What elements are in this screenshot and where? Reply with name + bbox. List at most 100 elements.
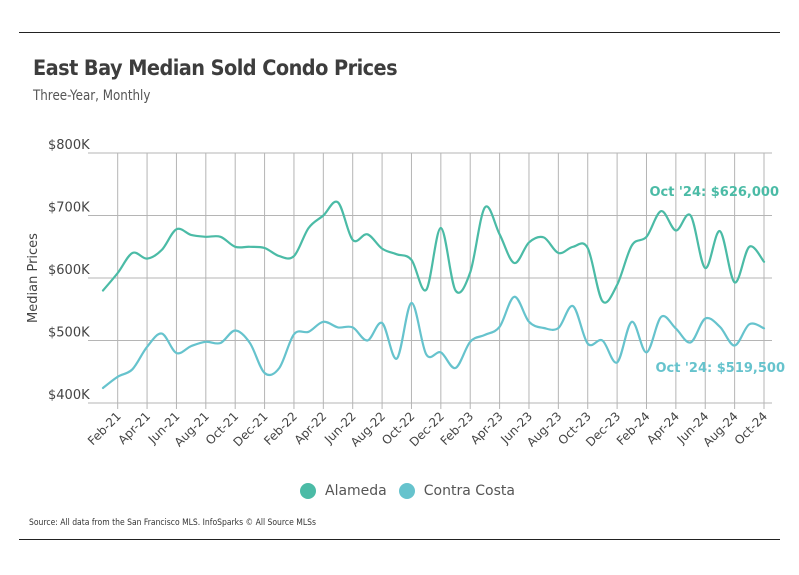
data-point-alameda [262, 245, 268, 251]
legend-item-contra-costa[interactable]: Contra Costa [398, 483, 515, 499]
data-point-contra-costa [335, 324, 341, 330]
data-point-contra-costa [688, 339, 694, 345]
data-point-alameda [570, 244, 576, 250]
data-point-contra-costa [115, 374, 121, 380]
data-point-alameda [350, 237, 356, 243]
data-point-alameda [320, 213, 326, 219]
x-tick-label: Apr-23 [468, 409, 506, 447]
data-point-alameda [526, 239, 532, 245]
data-point-contra-costa [570, 303, 576, 309]
data-point-alameda [173, 226, 179, 232]
data-point-contra-costa [364, 338, 370, 344]
data-point-alameda [555, 250, 561, 256]
data-point-contra-costa [394, 356, 400, 362]
data-point-contra-costa [585, 341, 591, 347]
data-point-alameda [732, 279, 738, 285]
data-point-contra-costa [526, 319, 532, 325]
data-point-contra-costa [746, 321, 752, 327]
data-point-contra-costa [614, 359, 620, 365]
legend: Alameda Contra Costa [300, 483, 519, 499]
data-point-contra-costa [629, 319, 635, 325]
data-point-contra-costa [291, 331, 297, 337]
data-point-alameda [629, 243, 635, 249]
data-point-contra-costa [467, 339, 473, 345]
chart-subtitle: Three-Year, Monthly [33, 88, 151, 104]
data-point-alameda [100, 288, 106, 294]
data-point-contra-costa [247, 340, 253, 346]
data-point-contra-costa [511, 294, 517, 300]
y-axis-ticks: $800K $700K $600K $500K $400K [48, 138, 90, 403]
data-point-alameda [614, 282, 620, 288]
data-point-contra-costa [276, 365, 282, 371]
data-point-alameda [379, 246, 385, 252]
data-point-contra-costa [100, 385, 106, 391]
data-point-contra-costa [188, 343, 194, 349]
data-point-contra-costa [320, 319, 326, 325]
data-point-contra-costa [218, 340, 224, 346]
y-tick-label: $700K [48, 201, 90, 216]
data-point-alameda [702, 265, 708, 271]
chart-title: East Bay Median Sold Condo Prices [33, 56, 398, 80]
data-point-alameda [364, 231, 370, 237]
annotation-contra-costa: Oct '24: $519,500 [655, 361, 785, 376]
y-tick-label: $800K [48, 138, 90, 153]
series-lines [100, 199, 767, 391]
legend-label: Alameda [325, 483, 387, 499]
legend-marker-contra-costa [398, 483, 415, 499]
data-point-alameda [159, 247, 165, 253]
data-point-contra-costa [159, 331, 165, 337]
x-tick-label: Feb-23 [438, 409, 477, 448]
data-point-alameda [203, 234, 209, 240]
source-note: Source: All data from the San Francisco … [29, 518, 316, 528]
legend-item-alameda[interactable]: Alameda [300, 483, 387, 499]
data-point-alameda [144, 256, 150, 262]
data-point-alameda [599, 298, 605, 304]
y-tick-label: $600K [48, 263, 90, 278]
data-point-contra-costa [599, 338, 605, 344]
data-point-contra-costa [129, 366, 135, 372]
data-point-alameda [467, 269, 473, 275]
data-point-contra-costa [541, 325, 547, 331]
x-tick-label: Feb-21 [85, 409, 124, 448]
y-tick-label: $500K [48, 326, 90, 341]
data-point-alameda [276, 253, 282, 259]
data-point-contra-costa [203, 339, 209, 345]
data-point-contra-costa [673, 326, 679, 332]
legend-marker-alameda [300, 483, 316, 499]
x-tick-label: Apr-24 [644, 409, 682, 447]
series-line-alameda [101, 200, 766, 304]
data-point-alameda [232, 244, 238, 250]
data-point-alameda [129, 250, 135, 256]
series-line-contra-costa [101, 295, 766, 390]
data-point-contra-costa [306, 329, 312, 335]
data-point-contra-costa [423, 351, 429, 357]
data-point-alameda [115, 270, 121, 276]
data-point-contra-costa [438, 349, 444, 355]
data-point-alameda [541, 234, 547, 240]
data-point-alameda [335, 199, 341, 205]
data-point-contra-costa [173, 350, 179, 356]
data-point-contra-costa [350, 324, 356, 330]
data-point-contra-costa [761, 325, 767, 331]
data-point-contra-costa [732, 343, 738, 349]
data-point-contra-costa [408, 300, 414, 306]
bottom-rule [19, 539, 780, 540]
data-point-contra-costa [453, 365, 459, 371]
data-point-alameda [188, 232, 194, 238]
data-point-alameda [408, 257, 414, 263]
data-point-contra-costa [717, 324, 723, 330]
x-tick-label: Oct-24 [732, 409, 770, 447]
x-tick-label: Apr-22 [292, 409, 330, 447]
data-point-alameda [746, 244, 752, 250]
data-point-alameda [394, 251, 400, 257]
grid [88, 152, 772, 409]
data-point-alameda [511, 260, 517, 266]
data-point-alameda [585, 245, 591, 251]
data-point-contra-costa [643, 349, 649, 355]
data-point-alameda [438, 225, 444, 231]
data-point-alameda [673, 228, 679, 234]
data-point-alameda [291, 253, 297, 259]
data-point-alameda [717, 228, 723, 234]
data-point-alameda [688, 213, 694, 219]
